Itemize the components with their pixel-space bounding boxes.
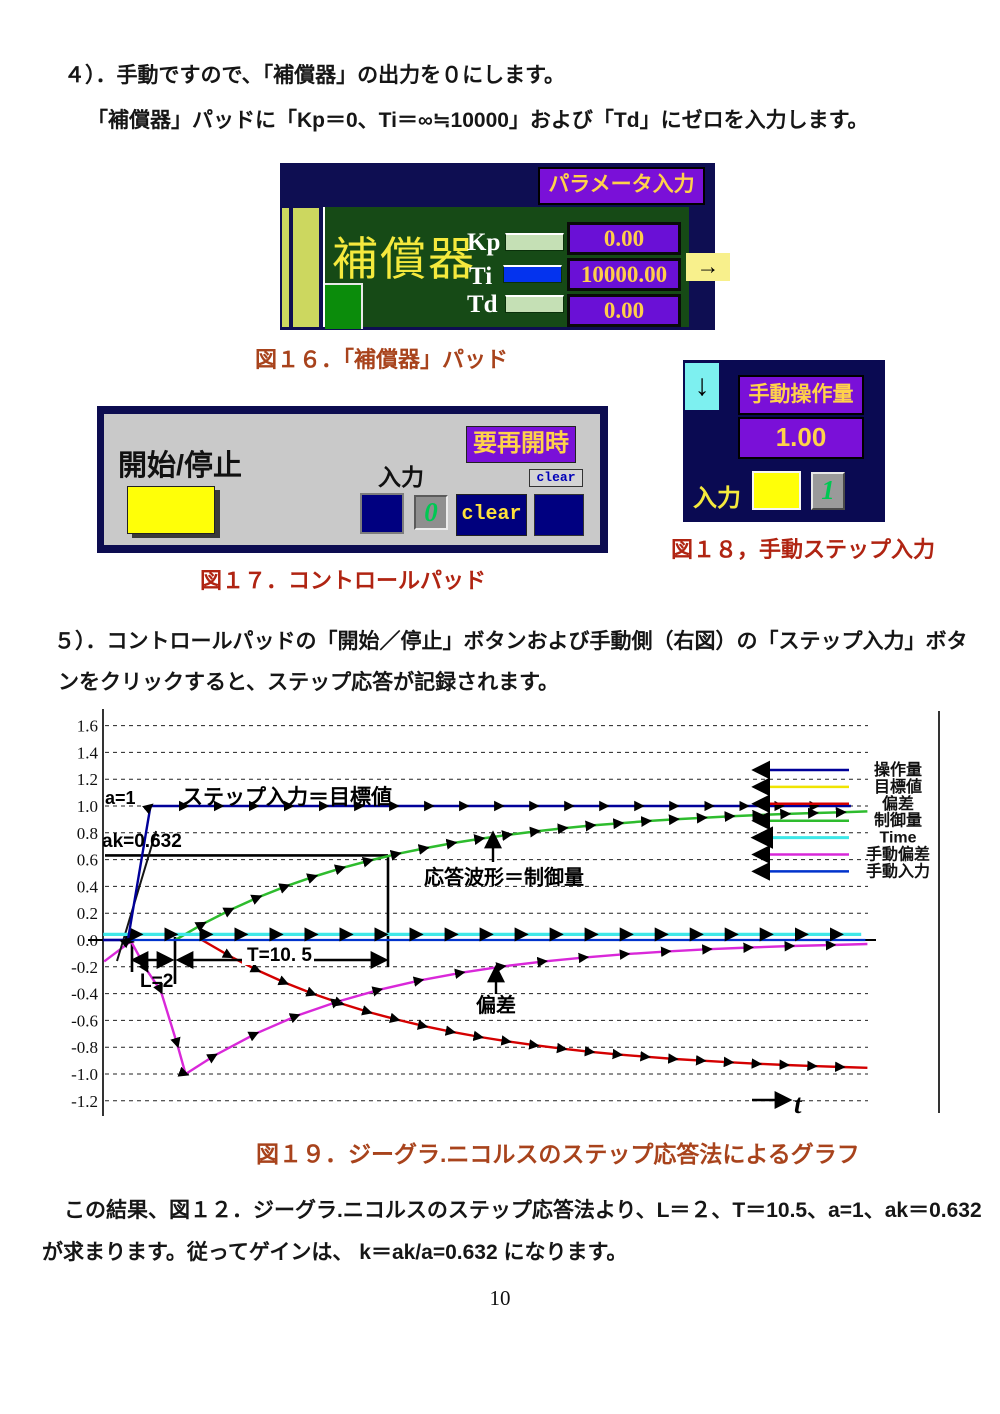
para5-line2: ンをクリックすると、ステップ応答が記録されます。 bbox=[58, 671, 560, 694]
fig18-caption: 図１８，手動ステップ入力 bbox=[671, 537, 936, 562]
chart-annotation: T=10. 5 bbox=[247, 945, 312, 966]
compensator-side-bar bbox=[282, 208, 289, 327]
input-indicator-box[interactable] bbox=[360, 493, 404, 534]
y-tick-label: 1.2 bbox=[77, 770, 98, 789]
chart-annotation: a=1 bbox=[105, 788, 136, 808]
step-input-button[interactable] bbox=[752, 471, 801, 510]
legend-label: Time bbox=[879, 830, 916, 847]
chart-annotation: 偏差 bbox=[476, 993, 516, 1017]
input-label: 入力 bbox=[378, 464, 424, 490]
y-tick-label: -0.6 bbox=[71, 1011, 98, 1030]
start-stop-label: 開始/停止 bbox=[118, 450, 243, 482]
kp-value-field[interactable]: 0.00 bbox=[567, 222, 681, 255]
series-操作量 bbox=[103, 800, 851, 949]
y-tick-label: 1.6 bbox=[77, 717, 98, 736]
legend-label: 手動入力 bbox=[866, 861, 930, 880]
y-tick-label: -0.8 bbox=[71, 1038, 98, 1057]
y-tick-label: -0.2 bbox=[71, 958, 98, 977]
para5-line1: ５）．コントロールパッドの「開始／停止」ボタンおよび手動側（右図）の「ステップ入… bbox=[54, 630, 968, 653]
kp-slider[interactable] bbox=[505, 233, 564, 251]
td-label: Td bbox=[467, 291, 498, 318]
step-response-chart: 1.6 1.4 1.2 1.0 0.8 0.6 0.4 0.2 0.0 -0.2 -0.4 -0.6 -… bbox=[60, 703, 950, 1127]
clear-button[interactable]: clear bbox=[456, 494, 527, 536]
page-number: 10 bbox=[489, 1286, 511, 1310]
compensator-green-square bbox=[325, 283, 363, 329]
legend-label: 偏差 bbox=[882, 794, 914, 813]
compensator-title: 補償器 bbox=[332, 234, 476, 285]
chart-annotation: ステップ入力＝目標値 bbox=[182, 785, 392, 809]
start-stop-button[interactable] bbox=[127, 486, 215, 534]
down-arrow-icon[interactable]: ↓ bbox=[685, 363, 719, 410]
manual-amount-label: 手動操作量 bbox=[738, 375, 864, 415]
chart-annotation: ak=0.632 bbox=[102, 831, 182, 852]
y-tick-label: 0.8 bbox=[77, 824, 98, 843]
ti-label: Ti bbox=[469, 263, 493, 290]
compensator-pad: パラメータ入力 補償器 Kp Ti Td 0.00 10000.00 0.00 … bbox=[280, 163, 730, 330]
parameter-input-button[interactable]: パラメータ入力 bbox=[538, 167, 705, 205]
para4-line1: ４）．手動ですので、「補償器」の出力を０にします。 bbox=[64, 64, 566, 87]
clear-small-button[interactable]: clear bbox=[529, 469, 583, 487]
legend-label: 制御量 bbox=[874, 811, 922, 830]
legend-label: 操作量 bbox=[874, 760, 922, 779]
series-手動偏差 bbox=[103, 934, 868, 1077]
ti-slider[interactable] bbox=[503, 265, 562, 283]
y-tick-label: -1.2 bbox=[71, 1092, 98, 1111]
fig17-caption: 図１７．コントロールパッド bbox=[200, 568, 487, 593]
para6-line2: が求まります。従ってゲインは、 k＝ak/a=0.632 になります。 bbox=[42, 1241, 628, 1264]
clear-indicator-box[interactable] bbox=[534, 494, 584, 536]
input-count-indicator: 0 bbox=[414, 495, 448, 530]
legend-label: 目標値 bbox=[874, 777, 922, 796]
step-count-indicator: 1 bbox=[811, 472, 845, 510]
manual-step-pad: ↓ 手動操作量 1.00 入力 1 bbox=[683, 360, 885, 522]
forward-arrow-icon: → bbox=[686, 253, 730, 281]
kp-label: Kp bbox=[467, 229, 501, 256]
step-input-label: 入力 bbox=[693, 485, 741, 512]
y-tick-label: 0.0 bbox=[77, 931, 98, 950]
chart-annotation: t bbox=[794, 1089, 803, 1119]
y-tick-label: 1.4 bbox=[77, 743, 99, 762]
y-tick-label: -1.0 bbox=[71, 1065, 98, 1084]
control-pad: 開始/停止 入力 0 要再開時 clear clear bbox=[97, 406, 608, 553]
ti-value-field[interactable]: 10000.00 bbox=[567, 258, 681, 291]
restart-required-badge: 要再開時 bbox=[466, 426, 576, 463]
para6-line1: この結果、図１２．ジーグラ.ニコルスのステップ応答法より、L＝２、T＝10.5、… bbox=[64, 1199, 982, 1222]
y-tick-label: 0.4 bbox=[77, 877, 99, 896]
td-slider[interactable] bbox=[505, 295, 564, 313]
compensator-side-bar bbox=[293, 208, 319, 327]
y-tick-label: 0.6 bbox=[77, 851, 98, 870]
fig19-caption: 図１９．ジーグラ.ニコルスのステップ応答法によるグラフ bbox=[256, 1141, 860, 1167]
chart-annotation: L=2 bbox=[140, 971, 173, 992]
legend-label: 手動偏差 bbox=[866, 845, 930, 864]
chart-annotation: 応答波形＝制御量 bbox=[424, 865, 584, 889]
para4-line2: 「補償器」パッドに「Kp＝0、Ti＝∞≒10000」および「Td」にゼロを入力し… bbox=[87, 109, 869, 132]
y-tick-label: 1.0 bbox=[77, 797, 98, 816]
y-tick-label: 0.2 bbox=[77, 904, 98, 923]
y-tick-label: -0.4 bbox=[71, 985, 98, 1004]
fig16-caption: 図１６．「補償器」パッド bbox=[255, 347, 509, 372]
manual-amount-value[interactable]: 1.00 bbox=[738, 417, 864, 459]
td-value-field[interactable]: 0.00 bbox=[567, 294, 681, 327]
step-response-chart-svg: 1.6 1.4 1.2 1.0 0.8 0.6 0.4 0.2 0.0 -0.2 -0.4 -0.6 -… bbox=[71, 709, 940, 1119]
